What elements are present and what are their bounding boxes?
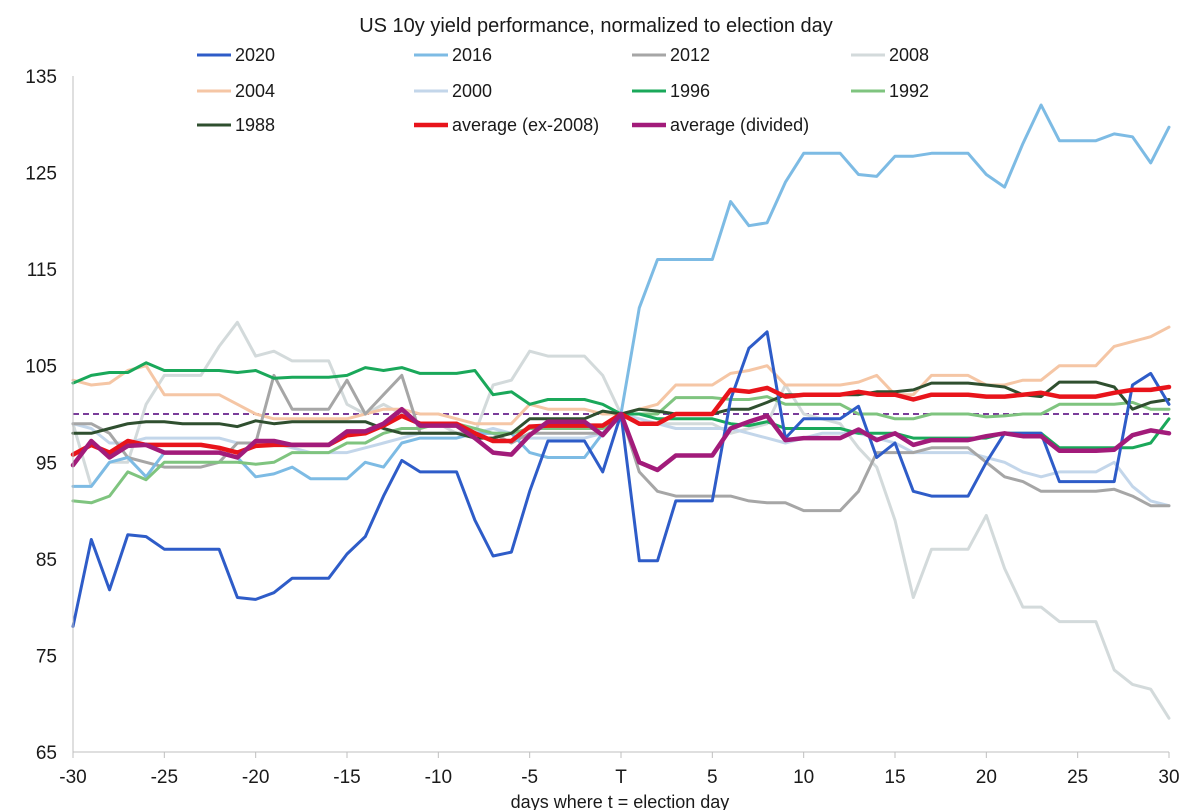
x-tick-label: -30	[59, 767, 86, 788]
series-line-2008	[71, 320, 1171, 720]
legend-label: average (ex-2008)	[452, 115, 599, 135]
legend-item-1992: 1992	[851, 81, 929, 101]
x-tick-label: 10	[793, 767, 814, 788]
x-axis-title: days where t = election day	[511, 792, 730, 810]
legend-item-average-ex-2008: average (ex-2008)	[414, 115, 599, 135]
x-tick-label: 30	[1158, 767, 1179, 788]
y-tick-label: 105	[25, 357, 57, 378]
axes: 65 75 85 95 105 115 125 135 -30 -25 -20 -15 -10 -5 T 5 1…	[25, 67, 1179, 788]
legend-label: average (divided)	[670, 115, 809, 135]
x-tick-label: -20	[242, 767, 269, 788]
y-tick-label: 115	[27, 260, 57, 281]
y-tick-label: 85	[36, 550, 57, 571]
legend-label: 1996	[670, 81, 710, 101]
x-tick-label: T	[615, 767, 627, 788]
x-tick-label: 15	[884, 767, 905, 788]
x-tick-label: -5	[521, 767, 538, 788]
legend-label: 2008	[889, 45, 929, 65]
series-line-average-divided	[70, 406, 1172, 473]
legend-item-2020: 2020	[197, 45, 275, 65]
legend-item-1988: 1988	[197, 115, 275, 135]
x-tick-label: -25	[151, 767, 178, 788]
legend-label: 2020	[235, 45, 275, 65]
legend-label: 2016	[452, 45, 492, 65]
series-line-2020	[71, 330, 1171, 628]
y-tick-label: 75	[36, 646, 57, 667]
x-tick-label: -15	[333, 767, 360, 788]
x-tick-label: 20	[976, 767, 997, 788]
y-tick-label: 125	[25, 164, 57, 185]
plot-area	[70, 103, 1172, 720]
legend-label: 2000	[452, 81, 492, 101]
legend: 2020 2016 2012 2008 2004 2000 1996 1992 1988 aver…	[197, 45, 929, 135]
legend-item-average-divided: average (divided)	[632, 115, 809, 135]
legend-item-2000: 2000	[414, 81, 492, 101]
legend-item-1996: 1996	[632, 81, 710, 101]
legend-item-2012: 2012	[632, 45, 710, 65]
legend-item-2008: 2008	[851, 45, 929, 65]
x-tick-label: 25	[1067, 767, 1088, 788]
y-tick-label: 65	[36, 743, 57, 764]
series-line-2016	[71, 103, 1171, 488]
x-tick-label: -10	[425, 767, 452, 788]
x-tick-label: 5	[707, 767, 718, 788]
legend-label: 2012	[670, 45, 710, 65]
legend-label: 1992	[889, 81, 929, 101]
legend-label: 1988	[235, 115, 275, 135]
y-tick-label: 95	[36, 453, 57, 474]
chart-title: US 10y yield performance, normalized to …	[359, 15, 833, 37]
legend-item-2016: 2016	[414, 45, 492, 65]
legend-item-2004: 2004	[197, 81, 275, 101]
legend-label: 2004	[235, 81, 275, 101]
y-tick-label: 135	[25, 67, 57, 88]
